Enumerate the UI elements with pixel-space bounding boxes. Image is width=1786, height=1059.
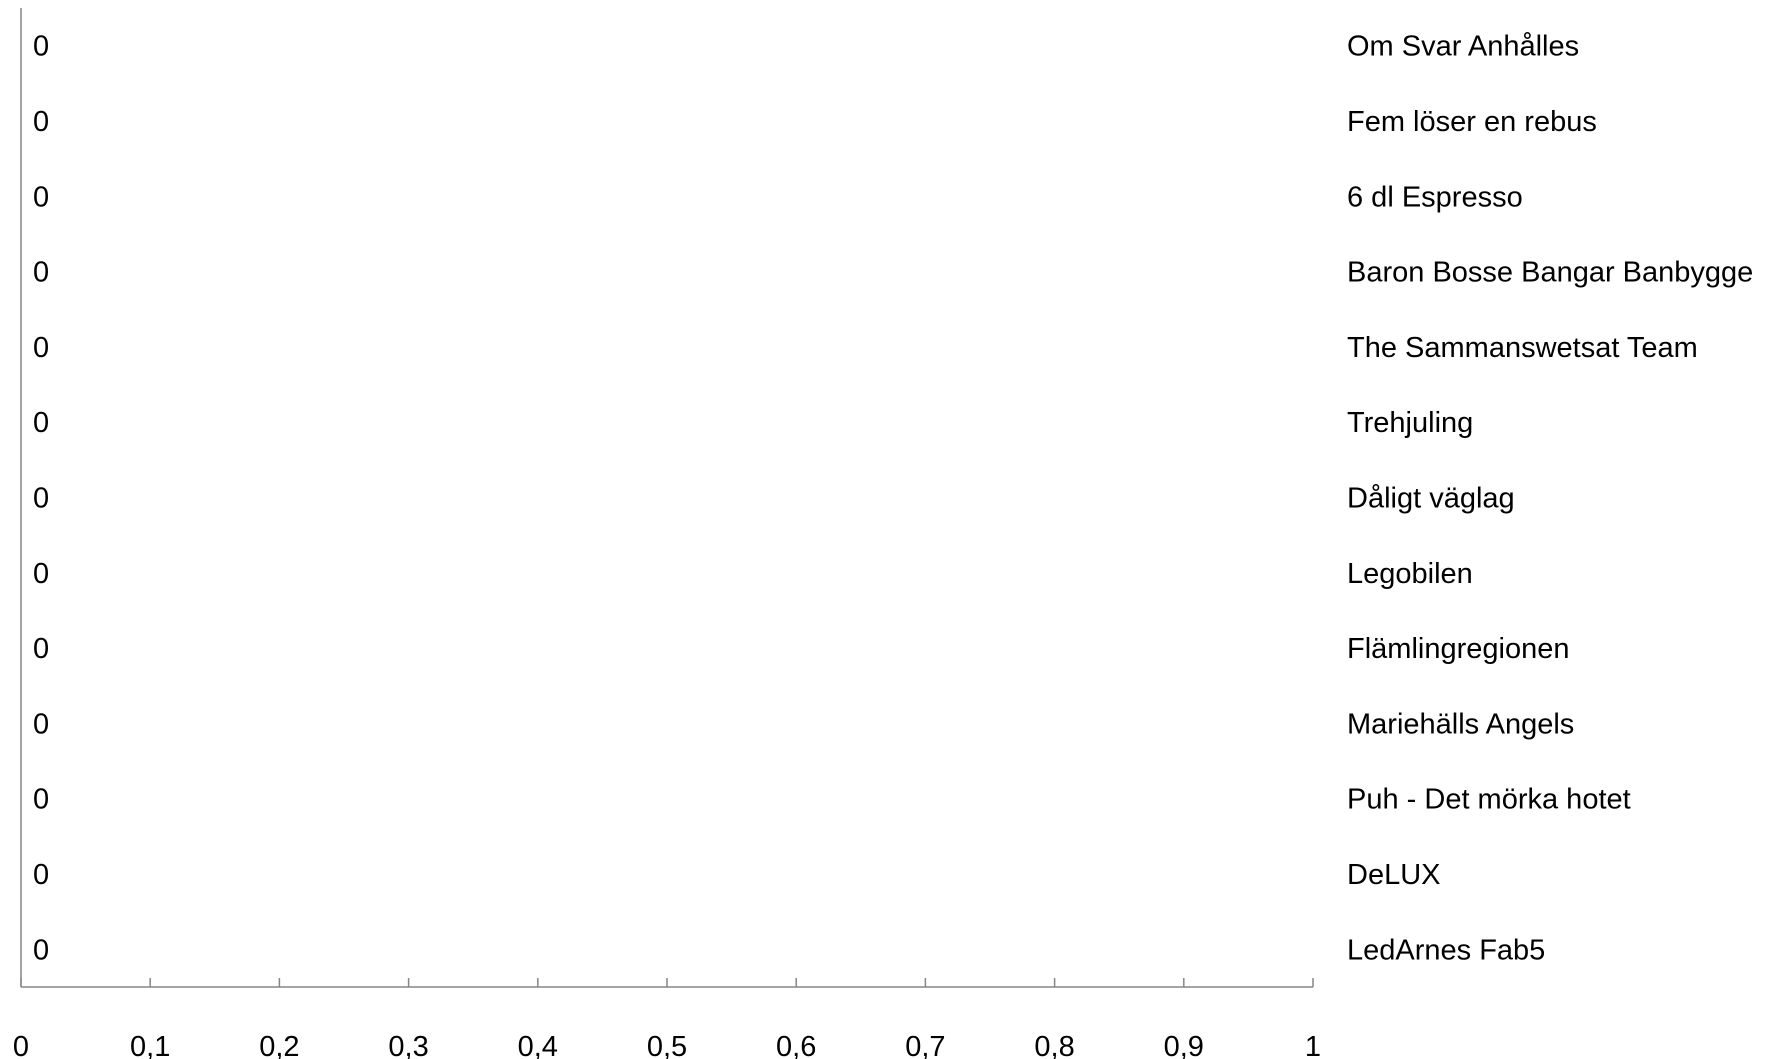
x-tick-label: 0 xyxy=(13,1031,29,1059)
data-label: 0 xyxy=(33,483,49,515)
x-tick-label: 0,1 xyxy=(130,1031,170,1059)
category-label: Om Svar Anhålles xyxy=(1347,31,1579,63)
data-label: 0 xyxy=(33,558,49,590)
x-tick-label: 0,3 xyxy=(388,1031,428,1059)
x-tick-label: 0,6 xyxy=(776,1031,816,1059)
category-label: 6 dl Espresso xyxy=(1347,181,1523,213)
category-label: The Sammanswetsat Team xyxy=(1347,332,1698,364)
category-label: Mariehälls Angels xyxy=(1347,708,1574,740)
category-label: Fem löser en rebus xyxy=(1347,106,1597,138)
x-tick-label: 0,2 xyxy=(259,1031,299,1059)
x-tick-label: 0,8 xyxy=(1034,1031,1074,1059)
data-label: 0 xyxy=(33,257,49,289)
category-label: Baron Bosse Bangar Banbygge xyxy=(1347,257,1753,289)
data-labels: 0 0 0 0 0 0 0 0 0 0 0 0 0 xyxy=(33,31,49,967)
data-label: 0 xyxy=(33,784,49,816)
category-label: Flämlingregionen xyxy=(1347,633,1569,665)
category-label: Trehjuling xyxy=(1347,407,1473,439)
x-tick-label: 0,5 xyxy=(647,1031,687,1059)
category-label: Dåligt väglag xyxy=(1347,483,1515,515)
category-labels: Om Svar Anhålles Fem löser en rebus 6 dl E… xyxy=(1347,31,1753,967)
category-label: Legobilen xyxy=(1347,558,1473,590)
category-label: LedArnes Fab5 xyxy=(1347,934,1545,966)
x-tick-label: 1 xyxy=(1305,1031,1321,1059)
data-label: 0 xyxy=(33,934,49,966)
category-label: Puh - Det mörka hotet xyxy=(1347,784,1631,816)
category-label: DeLUX xyxy=(1347,859,1441,891)
data-label: 0 xyxy=(33,407,49,439)
data-label: 0 xyxy=(33,106,49,138)
data-label: 0 xyxy=(33,181,49,213)
x-tick-label: 0,7 xyxy=(905,1031,945,1059)
data-label: 0 xyxy=(33,332,49,364)
x-axis-tick-labels: 0 0,1 0,2 0,3 0,4 0,5 0,6 0,7 0,8 0,9 1 xyxy=(13,1031,1321,1059)
x-tick-label: 0,4 xyxy=(518,1031,558,1059)
x-axis-ticks xyxy=(20,978,1314,987)
data-label: 0 xyxy=(33,708,49,740)
data-label: 0 xyxy=(33,31,49,63)
data-label: 0 xyxy=(33,859,49,891)
data-label: 0 xyxy=(33,633,49,665)
x-tick-label: 0,9 xyxy=(1164,1031,1204,1059)
